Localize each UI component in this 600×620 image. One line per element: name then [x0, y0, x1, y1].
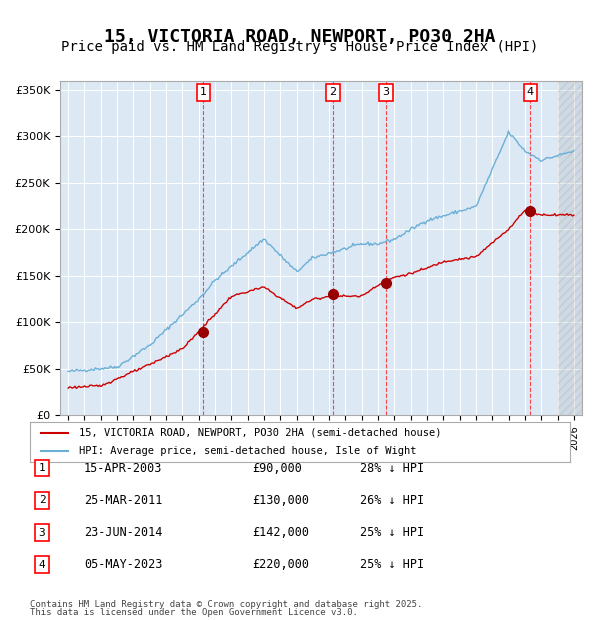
- Text: 23-JUN-2014: 23-JUN-2014: [84, 526, 163, 539]
- Text: 25-MAR-2011: 25-MAR-2011: [84, 494, 163, 507]
- Text: 2: 2: [329, 87, 337, 97]
- Text: 25% ↓ HPI: 25% ↓ HPI: [360, 559, 424, 571]
- Text: 4: 4: [38, 560, 46, 570]
- Text: Price paid vs. HM Land Registry's House Price Index (HPI): Price paid vs. HM Land Registry's House …: [61, 40, 539, 55]
- Text: 4: 4: [527, 87, 534, 97]
- Text: 2: 2: [38, 495, 46, 505]
- Text: 26% ↓ HPI: 26% ↓ HPI: [360, 494, 424, 507]
- Bar: [557, 81, 582, 415]
- Text: This data is licensed under the Open Government Licence v3.0.: This data is licensed under the Open Gov…: [30, 608, 358, 617]
- Text: 15, VICTORIA ROAD, NEWPORT, PO30 2HA (semi-detached house): 15, VICTORIA ROAD, NEWPORT, PO30 2HA (se…: [79, 428, 441, 438]
- Text: 15-APR-2003: 15-APR-2003: [84, 462, 163, 474]
- Text: £130,000: £130,000: [252, 494, 309, 507]
- Text: £90,000: £90,000: [252, 462, 302, 474]
- Text: 3: 3: [38, 528, 46, 538]
- Text: 15, VICTORIA ROAD, NEWPORT, PO30 2HA: 15, VICTORIA ROAD, NEWPORT, PO30 2HA: [104, 28, 496, 46]
- Text: 1: 1: [200, 87, 207, 97]
- Text: HPI: Average price, semi-detached house, Isle of Wight: HPI: Average price, semi-detached house,…: [79, 446, 416, 456]
- Text: 25% ↓ HPI: 25% ↓ HPI: [360, 526, 424, 539]
- Text: 1: 1: [38, 463, 46, 473]
- Text: 3: 3: [382, 87, 389, 97]
- Text: 05-MAY-2023: 05-MAY-2023: [84, 559, 163, 571]
- Text: £142,000: £142,000: [252, 526, 309, 539]
- Text: 28% ↓ HPI: 28% ↓ HPI: [360, 462, 424, 474]
- Text: Contains HM Land Registry data © Crown copyright and database right 2025.: Contains HM Land Registry data © Crown c…: [30, 600, 422, 609]
- Text: £220,000: £220,000: [252, 559, 309, 571]
